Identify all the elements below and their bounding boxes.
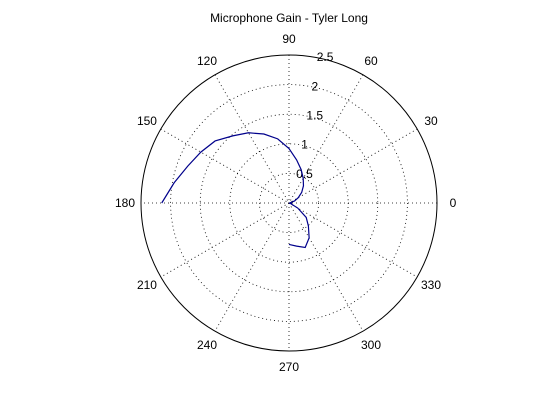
angle-tick-label: 150 bbox=[137, 114, 157, 128]
chart-title: Microphone Gain - Tyler Long bbox=[210, 11, 368, 25]
angle-tick-label: 270 bbox=[279, 360, 299, 374]
angle-tick-label: 30 bbox=[424, 114, 438, 128]
radial-tick-label: 1 bbox=[301, 138, 308, 152]
series-layer bbox=[161, 132, 310, 249]
angle-tick-label: 0 bbox=[450, 196, 457, 210]
radial-tick-labels: 0.5 1 1.5 2 2.5 bbox=[296, 50, 334, 181]
radial-grid-circle-1 bbox=[258, 172, 319, 233]
radial-grid-circle-3 bbox=[199, 113, 379, 293]
angle-tick-labels: 0 30 60 90 120 150 180 210 240 270 300 330 bbox=[115, 32, 457, 374]
radial-tick-label: 1.5 bbox=[306, 109, 323, 123]
radial-tick-label: 0.5 bbox=[296, 167, 313, 181]
angle-tick-label: 330 bbox=[421, 278, 441, 292]
angle-tick-label: 180 bbox=[115, 196, 135, 210]
radial-tick-label: 2 bbox=[312, 79, 319, 93]
angle-tick-label: 300 bbox=[361, 338, 381, 352]
angle-tick-label: 60 bbox=[364, 54, 378, 68]
angle-tick-label: 120 bbox=[197, 54, 217, 68]
angle-tick-label: 210 bbox=[137, 278, 157, 292]
radial-tick-label: 2.5 bbox=[317, 50, 334, 64]
angle-tick-label: 240 bbox=[197, 338, 217, 352]
series-line-1 bbox=[161, 132, 310, 249]
angle-tick-label: 90 bbox=[282, 32, 296, 46]
